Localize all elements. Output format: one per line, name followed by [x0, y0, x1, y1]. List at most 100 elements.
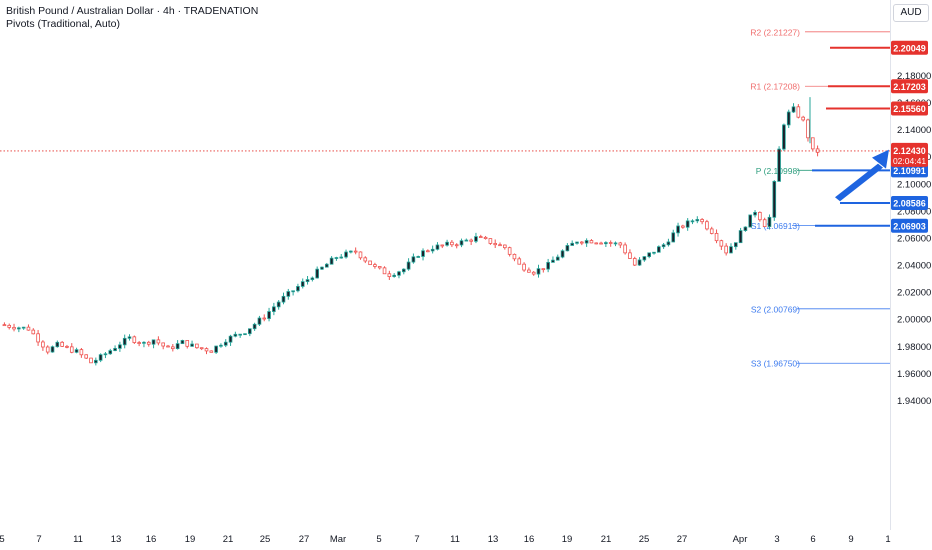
x-tick-label: 3	[774, 534, 779, 545]
candle-body	[488, 238, 493, 244]
x-tick-label: 27	[299, 534, 310, 545]
candle-body	[695, 219, 700, 222]
candle-body	[329, 257, 334, 265]
candle-body	[397, 271, 401, 276]
candle-body	[272, 306, 276, 312]
candle-body	[98, 354, 103, 361]
candle-body	[2, 324, 7, 327]
candle-body	[700, 219, 704, 223]
candle-body	[50, 346, 55, 353]
candle-body	[503, 244, 507, 249]
x-tick-label: 6	[810, 534, 815, 545]
candle-body	[17, 327, 21, 330]
candle-body	[204, 348, 209, 352]
x-tick-label: 21	[601, 534, 612, 545]
horizontal-levels	[0, 46, 890, 227]
price-badge-label: 2.20049	[893, 43, 926, 53]
candle-body	[459, 240, 464, 246]
candle-body	[401, 268, 406, 273]
candle-body	[214, 345, 218, 353]
pivot-label: S1 (2.06913)	[751, 221, 800, 231]
y-tick-label: 2.00000	[897, 315, 931, 326]
candle-body	[166, 345, 170, 348]
candle-body	[185, 340, 190, 347]
candle-body	[666, 241, 671, 246]
x-tick-label: 11	[450, 534, 460, 545]
candle-body	[719, 240, 724, 247]
currency-button[interactable]: AUD	[893, 4, 929, 22]
candle-body	[94, 359, 98, 364]
candle-body	[801, 116, 805, 121]
candle-body	[127, 336, 132, 339]
candle-body	[392, 274, 396, 277]
candle-body	[796, 106, 801, 118]
price-axis-separator	[890, 0, 891, 530]
candle-body	[286, 291, 291, 297]
x-tick-label: 7	[36, 534, 41, 545]
x-tick-label: Mar	[330, 534, 346, 545]
candle-body	[411, 256, 416, 263]
candle-body	[806, 119, 810, 139]
candle-body	[560, 250, 565, 258]
candle-body	[291, 290, 295, 293]
x-tick-label: 1	[885, 534, 890, 545]
pivot-label: R2 (2.21227)	[750, 27, 800, 37]
candle-body	[344, 251, 348, 258]
candle-body	[310, 277, 315, 280]
candle-body	[599, 242, 603, 245]
candle-body	[406, 261, 411, 270]
candle-body	[676, 225, 680, 234]
candle-body	[161, 342, 165, 347]
candle-body	[743, 226, 748, 231]
candle-body	[709, 228, 714, 234]
candle-body	[324, 263, 329, 268]
candle-body	[223, 341, 228, 346]
candle-body	[551, 259, 555, 263]
candle-body	[777, 148, 781, 182]
candle-body	[377, 266, 382, 269]
candle-body	[478, 236, 483, 239]
price-badge-label: 2.17203	[893, 82, 926, 92]
candle-body	[252, 323, 257, 330]
candle-body	[594, 242, 599, 245]
candle-body	[228, 335, 233, 343]
candle-body	[685, 220, 690, 228]
candle-body	[421, 250, 425, 257]
candle-body	[565, 245, 570, 252]
candle-body	[195, 343, 199, 349]
x-tick-label: 19	[562, 534, 573, 545]
candle-body	[41, 341, 45, 348]
candle-body	[507, 247, 512, 255]
candle-body	[531, 271, 536, 275]
candle-body	[767, 216, 772, 228]
x-tick-label: 13	[488, 534, 499, 545]
candle-body	[103, 353, 108, 356]
candle-body	[589, 240, 594, 244]
candle-body	[464, 239, 469, 242]
candle-body	[65, 345, 69, 348]
x-tick-label: 21	[223, 534, 234, 545]
candle-body	[300, 281, 305, 287]
y-tick-label: 1.98000	[897, 342, 931, 353]
candle-body	[84, 354, 89, 359]
candle-body	[363, 257, 368, 262]
candle-body	[647, 252, 651, 258]
candle-body	[387, 273, 392, 277]
candle-body	[474, 236, 478, 242]
candle-body	[580, 241, 584, 244]
candle-body	[493, 243, 498, 246]
price-badge-label: 2.10991	[893, 166, 926, 176]
candle-body	[358, 251, 363, 259]
candle-body	[810, 137, 815, 150]
chart-legend: British Pound / Australian Dollar · 4h ·…	[6, 5, 258, 31]
candle-body	[276, 301, 281, 308]
candle-body	[661, 244, 666, 248]
pivot-label: R1 (2.17208)	[750, 82, 800, 92]
x-tick-label: 25	[260, 534, 271, 545]
x-tick-label: Apr	[733, 534, 748, 545]
candle-body	[89, 357, 93, 364]
pivot-lines: R2 (2.21227)R1 (2.17208)P (2.10998)S1 (2…	[750, 27, 890, 369]
candle-body	[758, 211, 762, 221]
candle-body	[146, 341, 151, 345]
